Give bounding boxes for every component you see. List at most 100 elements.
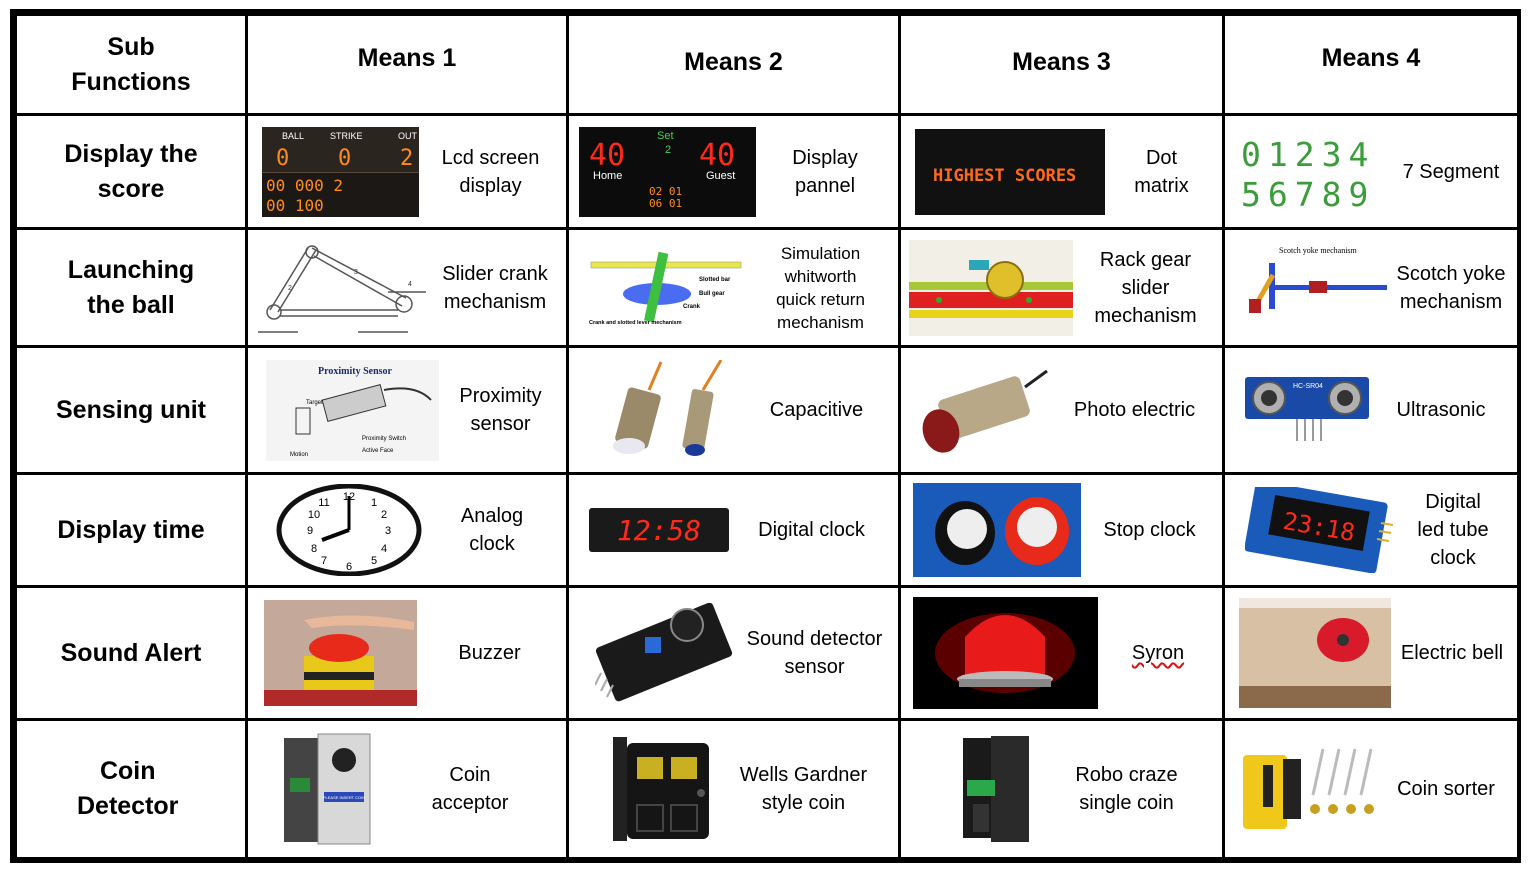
means-cell: HIGHEST SCORES Dot matrix [898, 113, 1225, 230]
svg-text:3: 3 [385, 525, 391, 537]
header-means-2-label: Means 2 [684, 48, 783, 76]
function-sound-alert: Sound Alert [14, 585, 248, 721]
header-row: Sub Functions Means 1 Means 2 Means 3 Me… [14, 13, 1520, 116]
header-means-4-label: Means 4 [1321, 44, 1421, 72]
guest-label: Guest [706, 170, 735, 182]
function-coin-detector: Coin Detector [14, 718, 248, 860]
guest-score: 40 [699, 138, 735, 173]
label-proximity-switch: Proximity Switch [362, 436, 406, 442]
means-cell: Proximity Sensor Target Proximity Switch… [245, 345, 569, 475]
label-bull-gear: Bull gear [699, 291, 725, 297]
means-caption: Buzzer [458, 642, 521, 664]
function-label: Sensing unit [56, 395, 206, 424]
function-label: Launching the ball [67, 255, 195, 319]
strike-count: 0 [338, 146, 351, 171]
means-caption: Display pannel [792, 146, 858, 197]
morphological-chart: Sub Functions Means 1 Means 2 Means 3 Me… [10, 9, 1521, 863]
capacitive-sensor-icon [609, 360, 739, 460]
row-sound-alert: Sound Alert Buzzer Sound detector sensor [14, 585, 1520, 721]
header-means-3: Means 3 [898, 13, 1225, 116]
means-cell: Syron [898, 585, 1225, 721]
means-caption: Coin sorter [1397, 778, 1495, 800]
means-cell: Slotted bar Bull gear Crank Crank and sl… [566, 227, 901, 348]
header-sub-functions: Sub Functions [14, 13, 248, 116]
means-cell: Photo electric [898, 345, 1225, 475]
means-caption: Robo craze single coin [1075, 764, 1178, 814]
home-label: Home [593, 170, 622, 182]
means-caption: Syron [1098, 639, 1212, 667]
scoreboard-lcd-icon: BALL STRIKE OUT 0 0 2 00 000 2 00 100 [262, 126, 419, 217]
ultrasonic-model: HC-SR04 [1293, 383, 1323, 390]
stop-clock-icon [913, 483, 1081, 577]
means-cell: 2 3 4 Slider crank mechanism [245, 227, 569, 348]
header-means-4: Means 4 [1222, 13, 1520, 116]
set-label: Set [657, 130, 674, 142]
header-means-2: Means 2 [566, 13, 901, 116]
svg-text:7: 7 [321, 555, 327, 567]
function-display-score: Display the score [14, 113, 248, 230]
dot-matrix-icon: HIGHEST SCORES [915, 128, 1105, 215]
means-cell: Sound detector sensor [566, 585, 901, 721]
function-sensing-unit: Sensing unit [14, 345, 248, 475]
home-score: 40 [589, 138, 625, 173]
header-means-3-label: Means 3 [1012, 48, 1111, 76]
means-caption: Digital clock [758, 519, 865, 541]
header-means-1-label: Means 1 [357, 44, 457, 72]
label-caption: Crank and slotted lever mechanism [589, 320, 682, 326]
means-cell: Stop clock [898, 472, 1225, 588]
means-cell: Capacitive [566, 345, 901, 475]
means-cell: 40 40 Set 2 Home Guest 02 01 06 01 Displ… [566, 113, 901, 230]
means-cell: Robo craze single coin [898, 718, 1225, 860]
out-text: OUT [398, 131, 418, 141]
means-caption: Stop clock [1103, 519, 1196, 541]
means-caption: Simulation whitworth quick return mechan… [776, 243, 865, 332]
sound-detector-icon [595, 603, 733, 702]
siren-icon [913, 597, 1098, 709]
means-caption: Wells Gardner style coin [739, 764, 868, 814]
svg-text:2: 2 [288, 285, 292, 292]
seven-segment-icon: 01234 56789 [1239, 133, 1389, 210]
led-tube-clock-icon: 23:18 [1245, 487, 1393, 573]
header-means-1: Means 1 [245, 13, 569, 116]
whitworth-mechanism-icon: Slotted bar Bull gear Crank Crank and sl… [587, 247, 747, 328]
function-label: Display the score [64, 139, 198, 203]
ball-count: 0 [276, 146, 289, 171]
means-cell: Rack gear slider mechanism [898, 227, 1225, 348]
svg-text:4: 4 [408, 281, 412, 288]
means-caption: Slider crank mechanism [442, 262, 548, 313]
means-caption: Analog clock [460, 505, 524, 555]
svg-text:2: 2 [381, 509, 387, 521]
coin-acceptor-icon: PLEASE INSERT COIN [284, 733, 371, 845]
function-label: Coin Detector [77, 757, 179, 820]
means-caption: Ultrasonic [1396, 399, 1486, 421]
means-caption: Coin acceptor [431, 764, 509, 814]
proximity-sensor-icon: Proximity Sensor Target Proximity Switch… [266, 359, 439, 461]
display-panel-icon: 40 40 Set 2 Home Guest 02 01 06 01 [579, 126, 756, 217]
svg-text:1: 1 [371, 497, 377, 509]
means-caption: Proximity sensor [459, 385, 542, 435]
function-display-time: Display time [14, 472, 248, 588]
row-sensing-unit: Sensing unit Proximity Sensor Target Pro… [14, 345, 1520, 475]
means-cell: Scotch yoke mechanism Scotch yoke mechan… [1222, 227, 1520, 348]
row-coin-detector: Coin Detector PLEASE INSERT COIN Coin ac… [14, 718, 1520, 860]
means-cell: 23:18 Digital led tube clock [1222, 472, 1520, 588]
set-value: 2 [665, 144, 671, 156]
robo-craze-coin-icon [963, 736, 1029, 842]
means-caption: Scotch yoke mechanism [1396, 262, 1506, 313]
means-cell: PLEASE INSERT COIN Coin acceptor [245, 718, 569, 860]
electric-bell-icon [1239, 598, 1391, 708]
wells-gardner-coin-icon [613, 737, 709, 841]
means-cell: HC-SR04 Ultrasonic [1222, 345, 1520, 475]
means-cell: Electric bell [1222, 585, 1520, 721]
dot-matrix-message: HIGHEST SCORES [933, 166, 1076, 186]
digital-clock-time: 12:58 [617, 514, 701, 547]
segment-row-2: 56789 [1241, 175, 1375, 210]
means-caption: Sound detector sensor [746, 628, 883, 678]
digital-clock-icon: 12:58 [589, 508, 729, 552]
slider-crank-icon: 2 3 4 [258, 239, 428, 336]
svg-text:11: 11 [318, 497, 329, 509]
row-display-score: Display the score BALL STRIKE OUT 0 0 2 … [14, 113, 1520, 230]
means-caption: Photo electric [1073, 399, 1196, 421]
